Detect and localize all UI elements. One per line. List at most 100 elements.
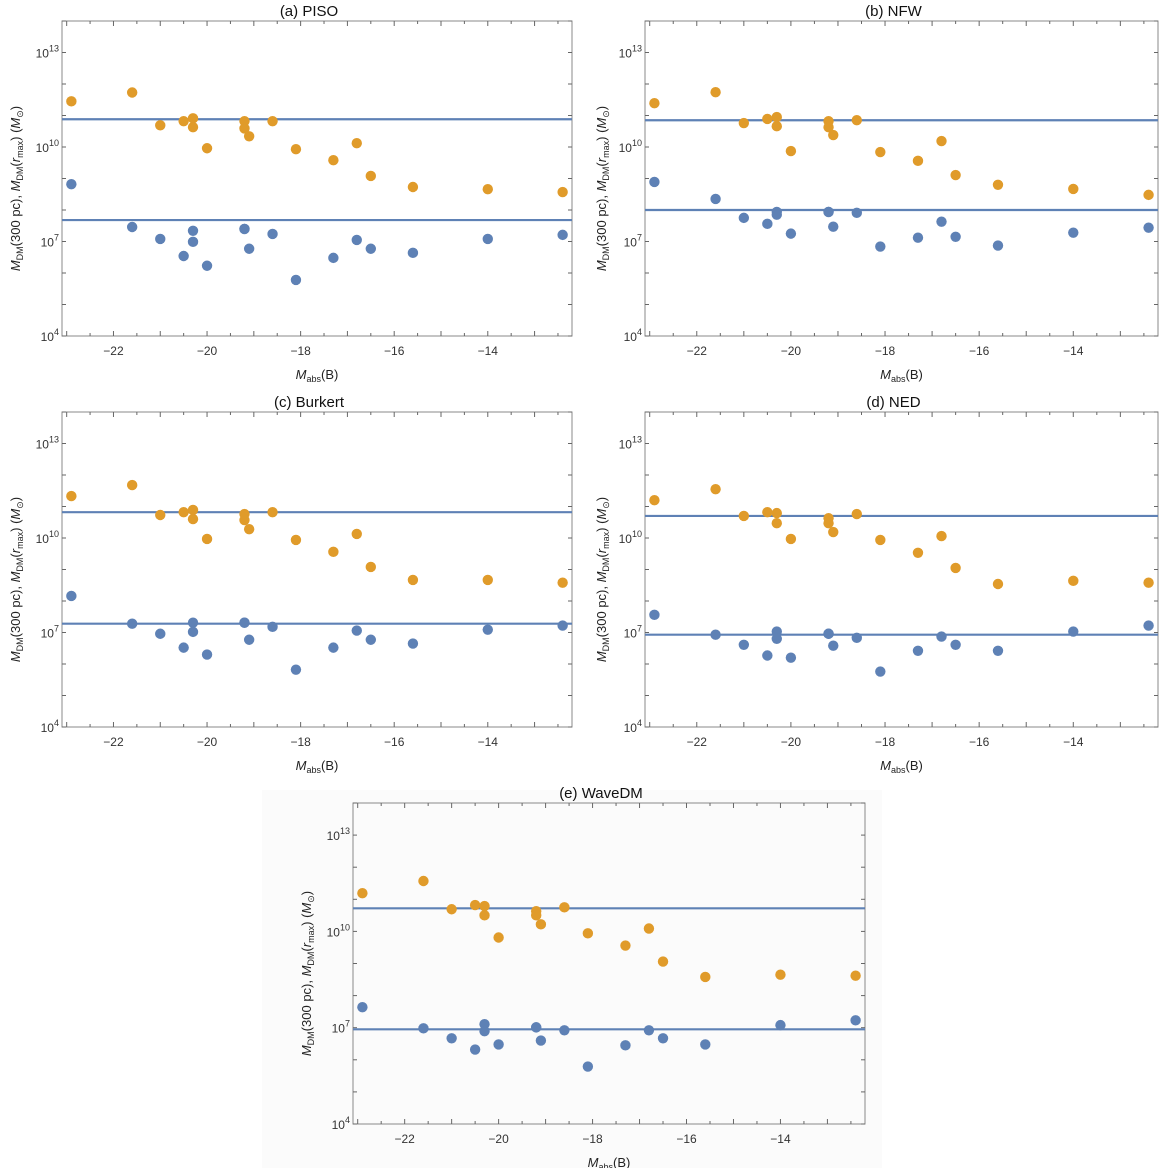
point-rmax bbox=[365, 170, 377, 182]
point-rmax bbox=[643, 923, 655, 934]
y-tick-label: 104 bbox=[332, 1115, 350, 1132]
point-rmax bbox=[657, 956, 669, 967]
point-rmax bbox=[290, 144, 302, 155]
point-rmax bbox=[775, 969, 786, 980]
point-300pc bbox=[950, 231, 961, 242]
y-tick-label: 1013 bbox=[327, 826, 350, 843]
point-rmax bbox=[762, 506, 773, 518]
x-tick-label: −20 bbox=[781, 344, 802, 358]
point-rmax bbox=[351, 138, 362, 149]
point-rmax bbox=[66, 490, 77, 502]
point-300pc bbox=[1143, 222, 1154, 233]
point-rmax bbox=[582, 928, 594, 939]
point-300pc bbox=[66, 590, 77, 602]
point-rmax bbox=[178, 115, 189, 127]
point-rmax bbox=[446, 904, 457, 915]
x-tick-label: −20 bbox=[488, 1132, 509, 1146]
y-tick-label: 1010 bbox=[327, 922, 350, 939]
point-rmax bbox=[1143, 577, 1154, 588]
point-300pc bbox=[785, 228, 797, 239]
y-tick-label: 1013 bbox=[619, 44, 642, 61]
point-300pc bbox=[1068, 227, 1079, 238]
point-rmax bbox=[785, 145, 797, 157]
point-rmax bbox=[936, 135, 947, 147]
y-tick-label: 1013 bbox=[619, 435, 642, 452]
point-300pc bbox=[762, 650, 773, 661]
panel-c: (c) Burkert −22 −20 −18 −16 −14 104 107 1010 1013… bbox=[8, 394, 573, 775]
point-rmax bbox=[482, 574, 493, 586]
point-rmax bbox=[1068, 183, 1079, 195]
y-tick-label: 1010 bbox=[36, 138, 59, 155]
y-tick-label: 107 bbox=[624, 233, 642, 250]
point-rmax bbox=[649, 495, 660, 506]
point-300pc bbox=[187, 225, 199, 236]
y-axis-label: MDM(300 pc), MDM(rmax) (M⊙) bbox=[594, 106, 611, 271]
point-300pc bbox=[446, 1033, 457, 1044]
point-300pc bbox=[875, 666, 886, 677]
point-300pc bbox=[479, 1026, 490, 1037]
point-300pc bbox=[582, 1061, 594, 1072]
point-300pc bbox=[738, 212, 750, 224]
point-rmax bbox=[357, 888, 368, 899]
point-300pc bbox=[469, 1044, 481, 1055]
y-tick-label: 104 bbox=[624, 718, 642, 735]
point-rmax bbox=[365, 561, 377, 573]
point-rmax bbox=[771, 517, 782, 529]
point-rmax bbox=[535, 919, 547, 930]
plot-frame bbox=[61, 20, 573, 337]
point-300pc bbox=[155, 628, 166, 639]
point-rmax bbox=[950, 169, 961, 181]
x-axis-label: Mabs(B) bbox=[296, 758, 339, 775]
point-300pc bbox=[187, 236, 199, 248]
point-300pc bbox=[771, 209, 782, 220]
point-300pc bbox=[126, 221, 138, 233]
point-rmax bbox=[557, 186, 568, 198]
point-300pc bbox=[351, 234, 362, 246]
point-rmax bbox=[187, 513, 199, 525]
panel-b: (b) NFW −22 −20 −18 −16 −14 104 107 1010 1013 Mabs… bbox=[594, 3, 1159, 384]
point-300pc bbox=[155, 233, 166, 245]
x-tick-label: −16 bbox=[676, 1132, 697, 1146]
point-300pc bbox=[559, 1025, 570, 1036]
plot-frame bbox=[61, 411, 573, 728]
point-rmax bbox=[771, 121, 782, 132]
point-300pc bbox=[239, 617, 250, 628]
point-rmax bbox=[187, 504, 199, 516]
point-300pc bbox=[950, 639, 961, 650]
point-300pc bbox=[620, 1040, 631, 1051]
point-300pc bbox=[482, 624, 493, 635]
panel-title: (d) NED bbox=[866, 394, 920, 411]
y-axis-label: MDM(300 pc), MDM(rmax) (M⊙) bbox=[8, 106, 25, 271]
point-rmax bbox=[239, 123, 250, 134]
point-300pc bbox=[493, 1039, 504, 1050]
point-300pc bbox=[851, 632, 862, 644]
x-tick-label: −14 bbox=[770, 1132, 791, 1146]
point-300pc bbox=[187, 617, 199, 628]
point-300pc bbox=[850, 1015, 861, 1026]
point-300pc bbox=[290, 274, 302, 286]
panel-d: (d) NED −22 −20 −18 −16 −14 104 107 1010 1013 Mabs… bbox=[594, 394, 1159, 775]
point-rmax bbox=[155, 120, 166, 131]
y-tick-label: 1013 bbox=[36, 44, 59, 61]
x-tick-label: −16 bbox=[384, 344, 405, 358]
point-300pc bbox=[357, 1001, 368, 1013]
point-rmax bbox=[351, 528, 362, 540]
point-rmax bbox=[875, 534, 886, 546]
point-rmax bbox=[950, 562, 961, 574]
y-axis-label: MDM(300 pc), MDM(rmax) (M⊙) bbox=[8, 497, 25, 662]
x-tick-label: −22 bbox=[687, 344, 708, 358]
point-300pc bbox=[992, 240, 1004, 251]
point-rmax bbox=[828, 526, 839, 538]
point-rmax bbox=[710, 86, 721, 98]
y-tick-label: 1013 bbox=[36, 435, 59, 452]
point-rmax bbox=[851, 508, 862, 520]
point-300pc bbox=[649, 609, 660, 621]
plot-frame bbox=[352, 802, 866, 1125]
panel-e: (e) WaveDM −22 −20 −18 −16 −14 104 107 1010 1013 M… bbox=[299, 785, 866, 1168]
y-tick-label: 107 bbox=[41, 233, 59, 250]
point-300pc bbox=[267, 228, 278, 240]
panel-a: (a) PISO −22 −20 −18 −16 −14 104 107 1010 1013 Mab… bbox=[8, 3, 573, 384]
point-300pc bbox=[775, 1019, 786, 1031]
point-rmax bbox=[239, 514, 250, 526]
point-300pc bbox=[700, 1039, 711, 1050]
